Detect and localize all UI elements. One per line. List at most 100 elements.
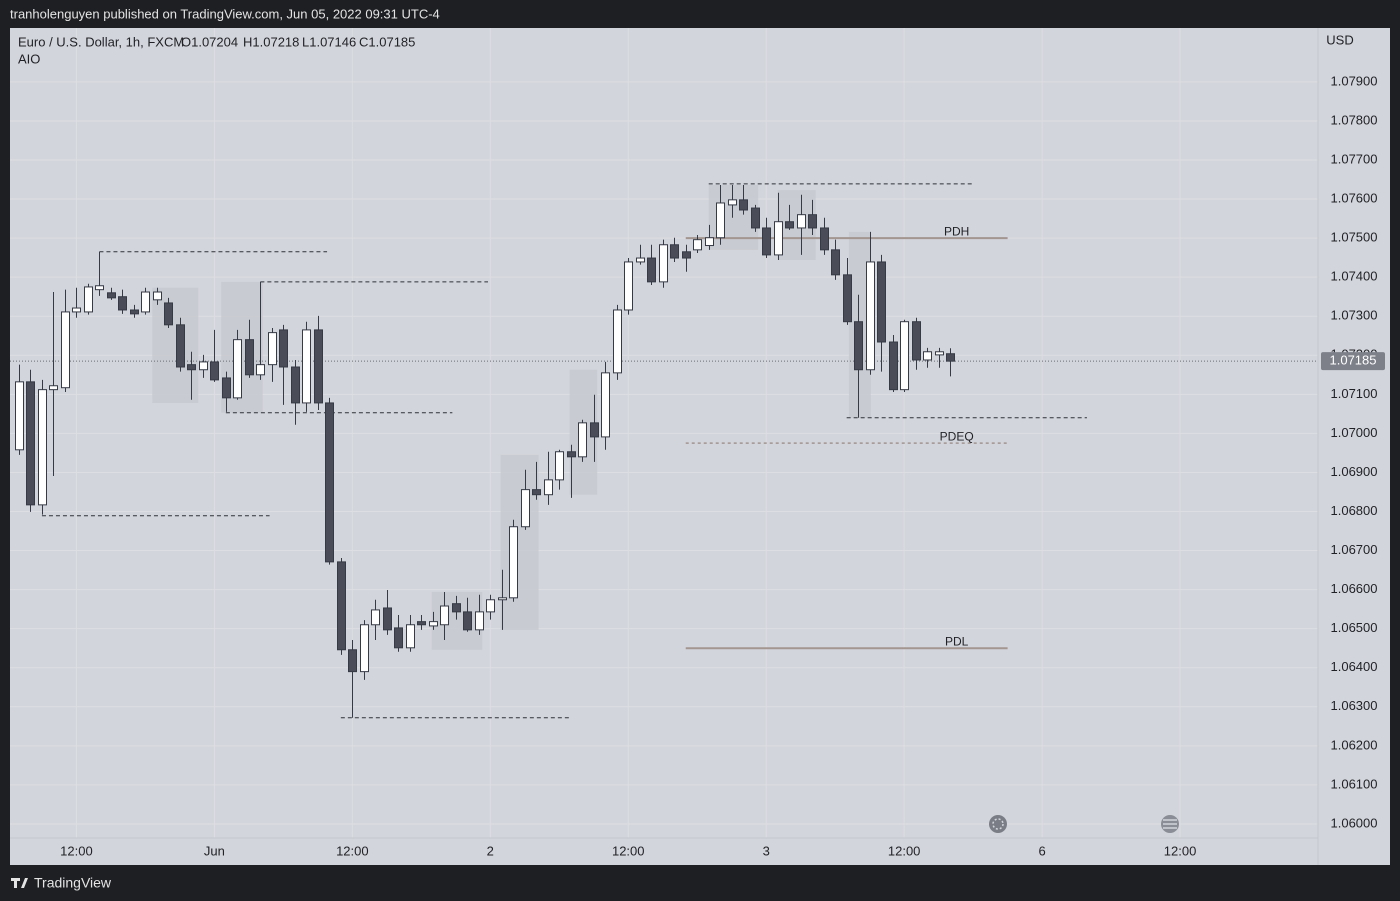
candle-body (268, 332, 277, 366)
candle-body (946, 353, 955, 362)
candle-body (72, 307, 81, 313)
brand-logo (11, 878, 28, 888)
candle-body (716, 202, 725, 239)
candle-body (348, 649, 357, 673)
ohlc-low: L1.07146 (302, 34, 356, 49)
candle-body (187, 364, 196, 371)
indicator: AIO (18, 51, 40, 66)
ohlc-close: C1.07185 (359, 34, 415, 49)
candle-body (153, 291, 162, 301)
candle-body (164, 302, 173, 326)
candle-body (590, 422, 599, 438)
candle-body (210, 361, 219, 381)
candle-body (693, 239, 702, 251)
x-tick-label: 12:00 (612, 843, 645, 858)
candle-body (935, 351, 944, 356)
last-price-box (1321, 352, 1385, 371)
candle-body (751, 207, 760, 229)
candle-body (130, 309, 139, 315)
candle-body (49, 385, 58, 391)
candle-body (141, 291, 150, 313)
candle-body (613, 309, 622, 374)
candle-body (95, 285, 104, 291)
candle-body (509, 526, 518, 599)
candle-body (785, 221, 794, 229)
reference-label: PDL (945, 634, 969, 648)
y-tick-label: 1.07500 (1331, 230, 1378, 245)
candle-body (256, 364, 265, 376)
candle-body (383, 607, 392, 631)
candle-body (900, 321, 909, 391)
reference-label: PDH (944, 224, 969, 238)
x-tick-label: 6 (1038, 843, 1045, 858)
candle-body (429, 621, 438, 627)
y-tick-label: 1.06200 (1331, 737, 1378, 752)
candle-body (705, 237, 714, 247)
candle-body (245, 339, 254, 376)
ohlc-open: O1.07204 (181, 34, 238, 49)
y-tick-label: 1.07800 (1331, 112, 1378, 127)
x-tick-label: 12:00 (60, 843, 93, 858)
y-tick-label: 1.07000 (1331, 425, 1378, 440)
candle-body (555, 451, 564, 481)
y-tick-label: 1.06900 (1331, 464, 1378, 479)
y-tick-label: 1.06300 (1331, 698, 1378, 713)
candle-body (291, 366, 300, 404)
candle-body (889, 341, 898, 391)
x-tick-label: 12:00 (336, 843, 369, 858)
y-tick-label: 1.06000 (1331, 815, 1378, 830)
y-tick-label: 1.07700 (1331, 151, 1378, 166)
y-tick-label: 1.06700 (1331, 542, 1378, 557)
candle-body (118, 296, 127, 311)
candle-body (26, 381, 35, 506)
y-tick-label: 1.06500 (1331, 620, 1378, 635)
candle-body (38, 389, 47, 506)
publish-note: tranholenguyen published on TradingView.… (10, 6, 440, 21)
candle-body (222, 377, 231, 399)
x-tick-label: 12:00 (1164, 843, 1197, 858)
candle-body (843, 274, 852, 323)
candle-body (279, 329, 288, 368)
y-tick-label: 1.07900 (1331, 73, 1378, 88)
order-block (152, 287, 199, 403)
candle-body (199, 361, 208, 371)
y-tick-label: 1.06800 (1331, 503, 1378, 518)
last-price-label: 1.07185 (1330, 353, 1377, 368)
y-tick-label: 1.07600 (1331, 190, 1378, 205)
symbol: Euro / U.S. Dollar, 1h, FXCM (18, 34, 184, 49)
candle-body (452, 603, 461, 613)
candle-body (923, 351, 932, 361)
candle-body (647, 257, 656, 283)
candle-body (440, 605, 449, 626)
candle-body (314, 329, 323, 404)
x-tick-label: 3 (763, 843, 770, 858)
candle-body (739, 199, 748, 211)
candle-body (337, 561, 346, 651)
candle-body (544, 479, 553, 496)
candle-body (624, 261, 633, 311)
candle-body (820, 227, 829, 251)
candle-body (406, 624, 415, 649)
logo-mark (11, 878, 28, 888)
candle-body (463, 611, 472, 631)
y-tick-label: 1.07400 (1331, 269, 1378, 284)
chart-panel (10, 28, 1390, 865)
candle-body (831, 249, 840, 276)
candle-body (233, 339, 242, 399)
x-tick-label: 2 (487, 843, 494, 858)
candle-body (417, 621, 426, 626)
candle-body (498, 597, 507, 601)
candle-body (475, 611, 484, 631)
candle-body (877, 261, 886, 343)
candle-body (567, 451, 576, 458)
candle-body (808, 214, 817, 229)
event-icon-circle (989, 815, 1007, 833)
candle-body (360, 624, 369, 673)
candle-body (371, 609, 380, 626)
y-tick-label: 1.06600 (1331, 581, 1378, 596)
candle-body (866, 261, 875, 371)
candle-body (486, 599, 495, 613)
candle-body (521, 489, 530, 528)
